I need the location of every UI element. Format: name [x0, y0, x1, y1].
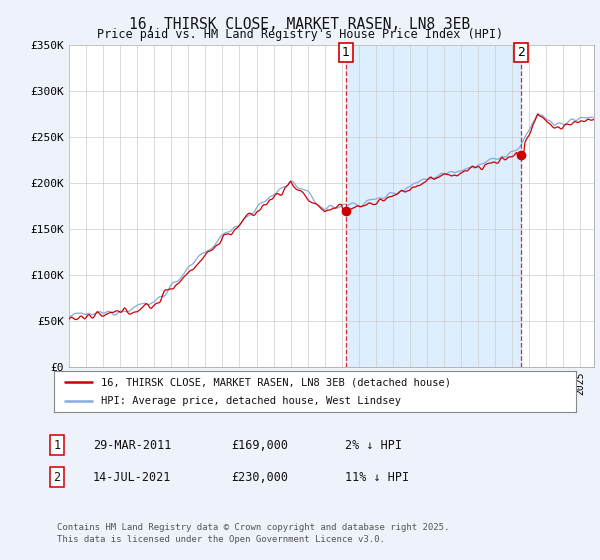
Text: 16, THIRSK CLOSE, MARKET RASEN, LN8 3EB (detached house): 16, THIRSK CLOSE, MARKET RASEN, LN8 3EB …: [101, 377, 451, 387]
Text: £169,000: £169,000: [231, 438, 288, 452]
Text: 16, THIRSK CLOSE, MARKET RASEN, LN8 3EB: 16, THIRSK CLOSE, MARKET RASEN, LN8 3EB: [130, 17, 470, 32]
Text: £230,000: £230,000: [231, 470, 288, 484]
Text: 2: 2: [517, 46, 526, 59]
Text: HPI: Average price, detached house, West Lindsey: HPI: Average price, detached house, West…: [101, 396, 401, 405]
Text: 2: 2: [53, 470, 61, 484]
Text: 11% ↓ HPI: 11% ↓ HPI: [345, 470, 409, 484]
Text: 29-MAR-2011: 29-MAR-2011: [93, 438, 172, 452]
Bar: [346, 45, 521, 367]
Text: Price paid vs. HM Land Registry's House Price Index (HPI): Price paid vs. HM Land Registry's House …: [97, 28, 503, 41]
Text: Contains HM Land Registry data © Crown copyright and database right 2025.
This d: Contains HM Land Registry data © Crown c…: [57, 522, 449, 544]
Text: 1: 1: [342, 46, 350, 59]
Text: 2% ↓ HPI: 2% ↓ HPI: [345, 438, 402, 452]
Text: 14-JUL-2021: 14-JUL-2021: [93, 470, 172, 484]
Text: 1: 1: [53, 438, 61, 452]
